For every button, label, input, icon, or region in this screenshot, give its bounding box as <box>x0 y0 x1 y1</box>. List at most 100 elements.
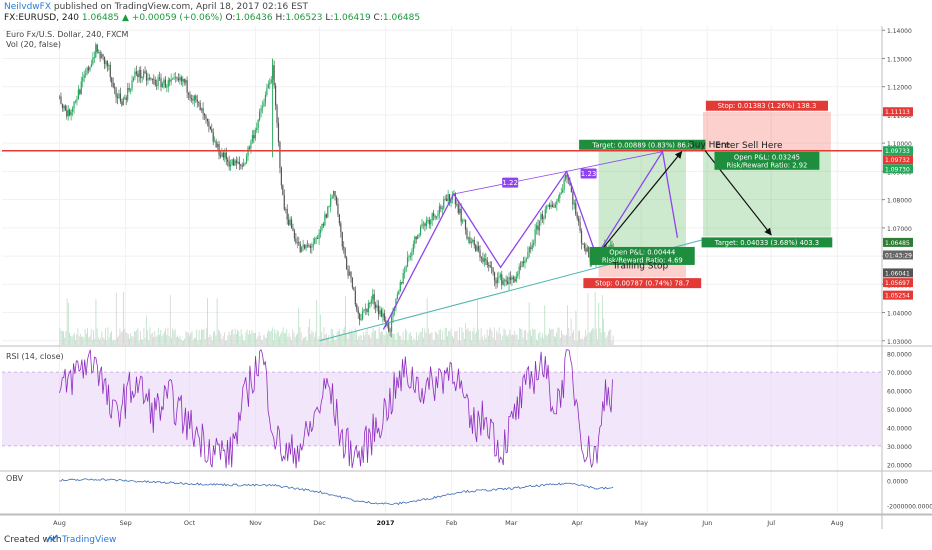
volume-bar <box>61 330 63 345</box>
candle-body <box>245 156 248 163</box>
candle-body <box>160 78 162 88</box>
volume-bar <box>571 332 573 345</box>
volume-bar <box>335 339 337 345</box>
candle-body <box>325 214 327 218</box>
candle-body <box>492 267 494 273</box>
volume-bar <box>479 339 481 345</box>
candle-body <box>122 98 124 106</box>
volume-bar <box>77 328 79 345</box>
volume-bar <box>349 332 351 345</box>
candle-body <box>315 238 317 239</box>
candle-body <box>447 194 449 201</box>
candle-body <box>230 164 232 167</box>
volume-bar <box>539 332 541 345</box>
price-marker-bg <box>883 155 913 165</box>
candle-body <box>143 71 145 78</box>
candle-body <box>459 208 461 214</box>
candle-body <box>546 206 548 210</box>
chart-area[interactable]: 1.140001.130001.120001.110001.100001.090… <box>0 0 932 530</box>
candle-body <box>103 56 106 65</box>
candle-body <box>131 80 133 90</box>
candle-body <box>286 209 288 220</box>
volume-bar <box>97 337 99 345</box>
volume-bar <box>337 330 339 345</box>
volume-bar <box>552 328 554 345</box>
candle-body <box>135 71 137 74</box>
candle-body <box>419 226 422 235</box>
volume-bar <box>132 336 134 345</box>
candle-body <box>463 219 465 221</box>
candle-body <box>312 243 314 247</box>
volume-bar <box>228 331 230 345</box>
volume-bar <box>240 329 242 345</box>
rsi-indicator-label[interactable]: RSI (14, close) <box>6 352 64 361</box>
candle-body <box>438 206 441 214</box>
volume-bar <box>600 332 602 345</box>
candle-body <box>119 93 122 102</box>
volume-bar <box>147 330 148 345</box>
time-axis-label: 2017 <box>376 519 394 527</box>
volume-bar <box>247 334 249 345</box>
tradingview-brand[interactable]: TradingView <box>62 535 117 545</box>
volume-bar <box>424 328 426 345</box>
candle-body <box>118 93 120 99</box>
volume-bar <box>359 335 361 345</box>
candle-body <box>176 77 178 79</box>
candle-body <box>314 238 316 244</box>
candle-body <box>269 82 271 85</box>
author-link[interactable]: NeilvdwFX <box>4 2 52 12</box>
volume-indicator-label[interactable]: Vol (20, false) <box>6 40 62 49</box>
volume-bar <box>388 327 390 345</box>
candle-body <box>405 266 407 272</box>
volume-bar <box>594 292 596 345</box>
volume-bar <box>95 299 97 345</box>
candle-body <box>116 97 119 99</box>
volume-bar <box>352 332 354 345</box>
volume-bar <box>544 305 546 345</box>
candle-body <box>299 243 301 252</box>
candle-body <box>520 266 522 268</box>
volume-bar <box>433 340 435 345</box>
volume-bar <box>279 336 280 345</box>
volume-bar <box>420 331 422 345</box>
candle-body <box>576 214 578 219</box>
volume-bar <box>259 335 261 345</box>
candle-body <box>73 101 75 109</box>
volume-bar <box>491 330 493 345</box>
candle-body <box>99 52 101 59</box>
volume-bar <box>231 330 232 345</box>
volume-bar <box>79 333 81 345</box>
volume-bar <box>112 340 114 345</box>
volume-bar <box>107 327 109 345</box>
candle-body <box>354 290 356 305</box>
candle-body <box>259 111 261 121</box>
volume-bar <box>529 329 531 345</box>
candle-body <box>102 54 104 57</box>
volume-bar <box>577 330 579 345</box>
volume-bar <box>516 334 518 345</box>
volume-bar <box>109 333 111 345</box>
volume-bar <box>156 335 158 345</box>
candle-body <box>550 204 552 208</box>
candle-body <box>61 103 64 109</box>
candle-body <box>224 152 226 158</box>
rsi-axis-label: 80.0000 <box>887 352 912 359</box>
candle-body <box>579 221 581 231</box>
candle-body <box>289 219 291 225</box>
volume-bar <box>562 334 564 345</box>
volume-bar <box>161 336 163 345</box>
volume-bar <box>181 340 183 345</box>
candle-body <box>80 81 82 94</box>
volume-bar <box>407 340 409 345</box>
volume-bar <box>340 333 342 345</box>
volume-bar <box>563 334 565 345</box>
volume-bar <box>486 329 488 345</box>
volume-bar <box>581 338 583 345</box>
volume-bar <box>348 330 350 345</box>
volume-bar <box>394 334 396 345</box>
volume-bar <box>287 336 289 345</box>
volume-bar <box>298 307 300 345</box>
obv-indicator-label[interactable]: OBV <box>6 474 24 483</box>
candle-body <box>214 141 216 143</box>
volume-bar <box>609 330 610 345</box>
